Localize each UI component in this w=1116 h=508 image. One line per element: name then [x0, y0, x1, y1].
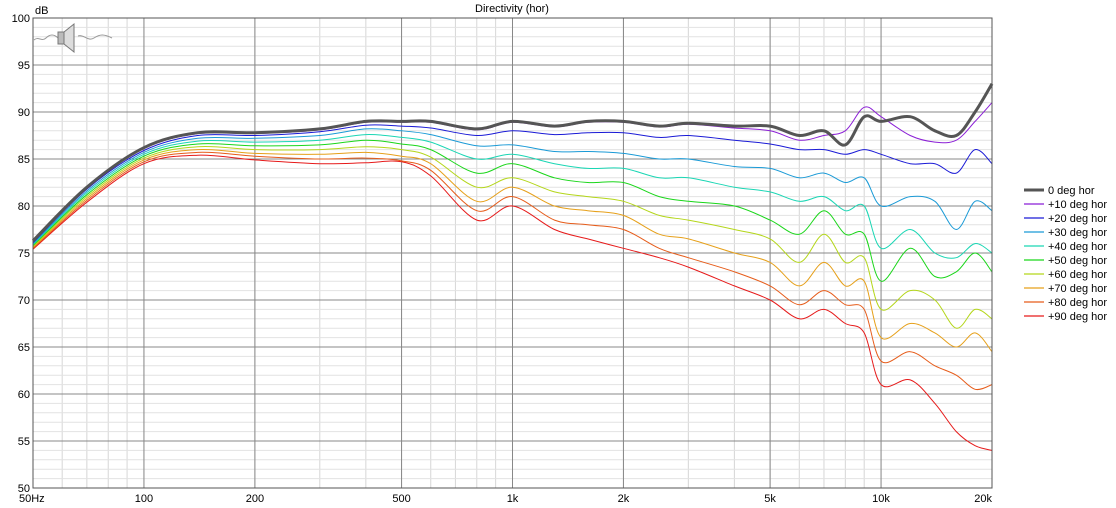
legend-label-60-deg-hor: +60 deg hor [1048, 269, 1107, 281]
series-lines [31, 83, 994, 451]
series-line-80-deg-hor [32, 151, 993, 391]
plot-border [32, 17, 993, 489]
x-tick-label: 50Hz [19, 493, 45, 505]
legend-label-70-deg-hor: +70 deg hor [1048, 283, 1107, 295]
legend: 0 deg hor +10 deg hor +20 deg hor +30 deg h… [1024, 185, 1107, 323]
legend-label-0-deg-hor: 0 deg hor [1048, 185, 1095, 197]
x-tick-label: 10k [872, 493, 890, 505]
series-line-50-deg-hor [32, 139, 993, 282]
grid [32, 17, 993, 489]
legend-label-30-deg-hor: +30 deg hor [1048, 227, 1107, 239]
legend-label-50-deg-hor: +50 deg hor [1048, 255, 1107, 267]
series-line-30-deg-hor [32, 128, 993, 244]
x-tick-label: 5k [764, 493, 776, 505]
legend-label-80-deg-hor: +80 deg hor [1048, 297, 1107, 309]
y-tick-label: 65 [18, 342, 30, 354]
x-tick-label: 1k [507, 493, 519, 505]
legend-label-10-deg-hor: +10 deg hor [1048, 199, 1107, 211]
y-tick-label: 60 [18, 389, 30, 401]
x-tick-label: 200 [246, 493, 264, 505]
x-tick-label: 500 [392, 493, 410, 505]
tick-labels: 50Hz 100 200 500 1k 2k 5k 10k 20k 100 95 90 85 80 75 70… [12, 13, 993, 505]
series-line-90-deg-hor [32, 154, 993, 451]
series-line-0-deg-hor [31, 83, 994, 242]
legend-label-20-deg-hor: +20 deg hor [1048, 213, 1107, 225]
y-axis-label: dB [35, 5, 48, 17]
y-tick-label: 80 [18, 201, 30, 213]
y-tick-label: 90 [18, 107, 30, 119]
series-line-60-deg-hor [32, 145, 993, 329]
legend-label-90-deg-hor: +90 deg hor [1048, 311, 1107, 323]
x-tick-label: 100 [135, 493, 153, 505]
y-tick-label: 100 [12, 13, 30, 25]
y-tick-label: 50 [18, 483, 30, 495]
y-tick-label: 70 [18, 295, 30, 307]
y-tick-label: 55 [18, 436, 30, 448]
y-tick-label: 95 [18, 60, 30, 72]
chart-title: Directivity (hor) [475, 3, 549, 15]
series-line-20-deg-hor [32, 124, 993, 244]
series-line-70-deg-hor [32, 148, 993, 353]
x-tick-label: 2k [618, 493, 630, 505]
y-tick-label: 75 [18, 248, 30, 260]
x-tick-label: 20k [974, 493, 992, 505]
series-line-40-deg-hor [32, 134, 993, 259]
speaker-icon [33, 22, 113, 54]
legend-label-40-deg-hor: +40 deg hor [1048, 241, 1107, 253]
y-tick-label: 85 [18, 154, 30, 166]
